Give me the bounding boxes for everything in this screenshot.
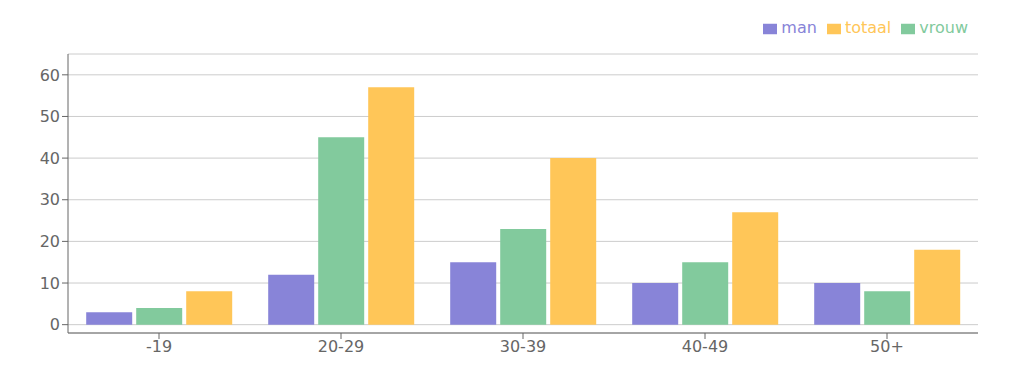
html-text:man: man bbox=[781, 18, 817, 37]
svg-text:50: 50 bbox=[40, 107, 60, 126]
svg-text:60: 60 bbox=[40, 66, 60, 85]
svg-text:-19: -19 bbox=[146, 337, 172, 356]
svg-text:40-49: 40-49 bbox=[682, 337, 729, 356]
svg-text:30-39: 30-39 bbox=[500, 337, 547, 356]
svg-text:0: 0 bbox=[50, 315, 60, 334]
svg-text:20: 20 bbox=[40, 232, 60, 251]
svg-text:50+: 50+ bbox=[870, 337, 904, 356]
html-text:vrouw: vrouw bbox=[919, 18, 968, 37]
svg-text:20-29: 20-29 bbox=[318, 337, 365, 356]
svg-text:30: 30 bbox=[40, 190, 60, 209]
svg-text:40: 40 bbox=[40, 149, 60, 168]
svg-text:10: 10 bbox=[40, 274, 60, 293]
html-text:totaal: totaal bbox=[844, 18, 892, 37]
